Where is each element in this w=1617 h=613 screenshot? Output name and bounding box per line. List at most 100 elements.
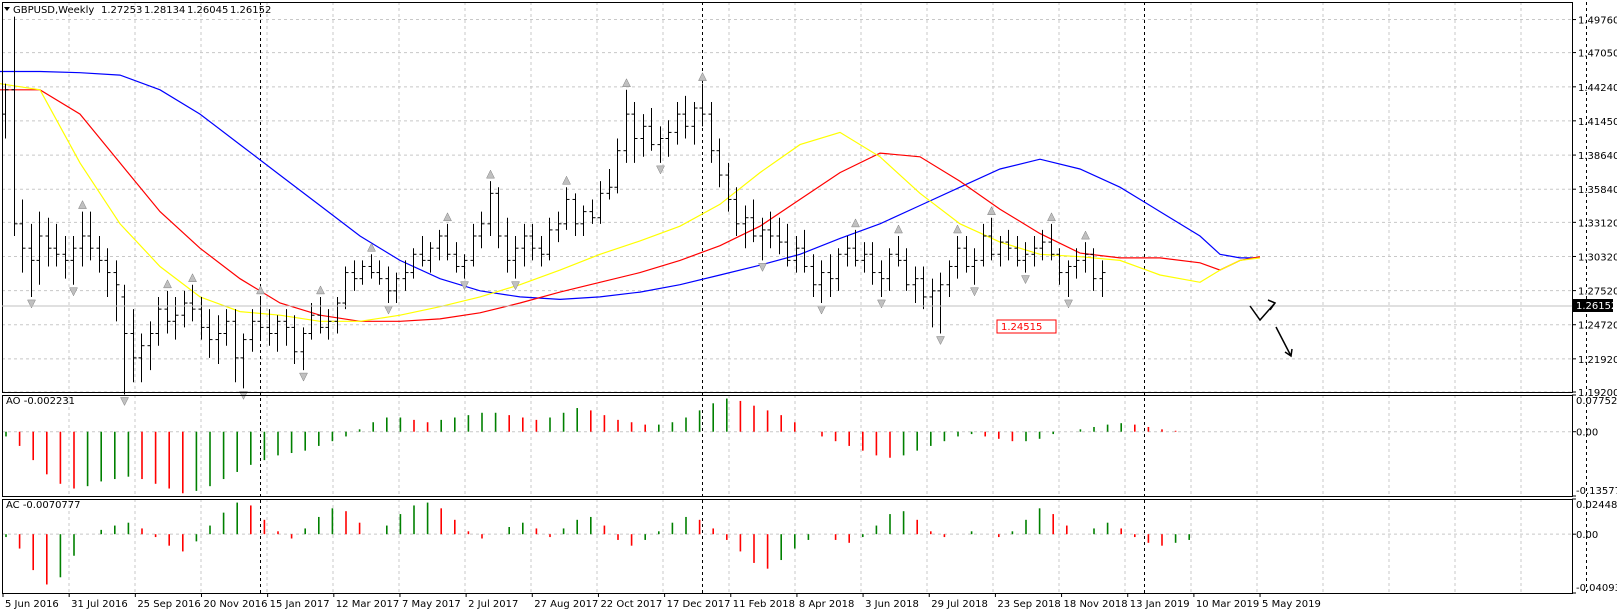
indicator-tick-label: 0.077528 — [1576, 396, 1617, 407]
time-tick-label: 10 Mar 2019 — [1196, 599, 1259, 610]
ac-pane-title: AC -0.0070777 — [6, 500, 81, 511]
fractal-up — [1047, 212, 1056, 222]
fractal-up — [851, 218, 860, 228]
fractal-down — [758, 263, 767, 272]
fractal-down — [656, 165, 665, 175]
time-tick-label: 20 Nov 2016 — [203, 599, 267, 610]
time-tick-label: 17 Dec 2017 — [667, 599, 731, 610]
fractal-down — [877, 299, 886, 309]
current-price-tag — [1573, 299, 1613, 312]
current-price-label: 1.26152 — [1576, 301, 1617, 312]
fractal-up — [622, 78, 631, 87]
ohlc-close: 1.26152 — [230, 5, 271, 16]
price-tick-label: 1.24720 — [1578, 321, 1617, 332]
time-tick-label: 3 Jun 2018 — [865, 599, 919, 610]
ac-histogram — [2, 502, 1572, 585]
time-tick-label: 31 Jul 2016 — [71, 599, 128, 610]
fractal-down — [69, 287, 78, 297]
ao-histogram — [2, 398, 1572, 494]
indicator-tick-label: 0.00 — [1576, 530, 1598, 541]
fractal-down — [120, 397, 129, 406]
price-tick-label: 1.44240 — [1578, 83, 1617, 94]
fractal-markers — [27, 72, 1090, 406]
fractal-up — [894, 224, 903, 234]
time-tick-label: 2 Jul 2017 — [468, 599, 518, 610]
time-tick-label: 8 Apr 2018 — [799, 599, 854, 610]
time-tick-label: 23 Sep 2018 — [997, 599, 1060, 610]
low-annotation-box[interactable] — [996, 319, 1057, 334]
time-tick-label: 12 Mar 2017 — [336, 599, 399, 610]
price-tick-label: 1.38640 — [1578, 151, 1617, 162]
fractal-down — [460, 281, 469, 291]
pane-frame — [2, 499, 1573, 594]
fractal-down — [299, 372, 308, 382]
fractal-up — [486, 169, 495, 179]
moving-average-lines — [0, 70, 1261, 322]
fractal-up — [367, 242, 376, 252]
time-tick-label: 13 Jan 2019 — [1130, 599, 1190, 610]
fractal-down — [970, 287, 979, 297]
ohlc-high: 1.28134 — [144, 5, 185, 16]
fractal-up — [316, 285, 325, 295]
low-annotation-label: 1.24515 — [1001, 322, 1042, 333]
time-tick-label: 22 Oct 2017 — [600, 599, 662, 610]
ohlc-low: 1.26045 — [187, 5, 228, 16]
moving-average-line — [0, 70, 1260, 301]
price-tick-label: 1.21920 — [1578, 355, 1617, 366]
fractal-down — [1064, 299, 1073, 309]
fractal-down — [384, 305, 393, 315]
time-tick-label: 7 May 2017 — [402, 599, 461, 610]
price-tick-label: 1.27520 — [1578, 287, 1617, 298]
fractal-up — [163, 279, 172, 289]
time-axis: 5 Jun 2016 31 Jul 2016 25 Sep 2016 20 Nov 2… — [2, 593, 1321, 610]
fractal-up — [256, 285, 265, 295]
price-tick-label: 1.41450 — [1578, 117, 1617, 128]
fractal-up — [698, 72, 707, 81]
indicator-tick-label: 0.0244883 — [1576, 500, 1617, 511]
time-tick-label: 5 Jun 2016 — [5, 599, 59, 610]
down-arrow-icon — [1275, 326, 1292, 357]
price-tick-label: 1.49760 — [1578, 16, 1617, 27]
pane-frame — [2, 395, 1573, 497]
fractal-up — [188, 273, 197, 282]
price-tick-label: 1.33120 — [1578, 218, 1617, 229]
fractal-down — [511, 281, 520, 291]
indicator-tick-label: -0.040935 — [1576, 583, 1617, 594]
ao-pane-title: AO -0.002231 — [6, 396, 75, 407]
fractal-up — [953, 224, 962, 234]
rebound-arrow-icon — [1249, 302, 1276, 322]
time-tick-label: 11 Feb 2018 — [733, 599, 795, 610]
fractal-up — [562, 175, 571, 185]
ohlc-open: 1.27253 — [101, 5, 142, 16]
price-tick-label: 1.47050 — [1578, 49, 1617, 60]
symbol-label: GBPUSD,Weekly — [13, 5, 94, 16]
time-tick-label: 15 Jan 2017 — [270, 599, 330, 610]
price-bars — [2, 16, 1106, 395]
time-tick-label: 27 Aug 2017 — [534, 599, 598, 610]
fractal-up — [443, 212, 452, 222]
fractal-up — [78, 200, 87, 209]
down-arrowhead-icon — [1284, 348, 1293, 358]
price-tick-label: 1.35840 — [1578, 185, 1617, 196]
dropdown-triangle-icon[interactable] — [4, 7, 10, 11]
fractal-down — [817, 305, 826, 315]
indicator-tick-label: 0.00 — [1576, 428, 1598, 439]
pane-frames — [2, 2, 1573, 594]
fractal-down — [27, 299, 36, 309]
time-tick-label: 25 Sep 2016 — [137, 599, 200, 610]
price-axis: 1.49760 1.47050 1.44240 1.41450 1.38640 1.358… — [1572, 16, 1617, 594]
indicator-tick-label: -0.135779 — [1576, 486, 1617, 497]
price-tick-label: 1.30320 — [1578, 252, 1617, 263]
time-tick-label: 29 Jul 2018 — [931, 599, 988, 610]
fractal-up — [987, 206, 996, 215]
chart-grid — [2, 2, 1572, 593]
price-tick-label: 1.19200 — [1578, 388, 1617, 399]
rebound-arrowhead-icon — [1267, 299, 1277, 311]
moving-average-line — [0, 83, 1261, 322]
fractal-down — [1021, 275, 1030, 285]
fractal-up — [1081, 230, 1090, 240]
pane-frame — [2, 2, 1573, 393]
moving-average-line — [0, 89, 1261, 322]
fractal-down — [936, 336, 945, 346]
